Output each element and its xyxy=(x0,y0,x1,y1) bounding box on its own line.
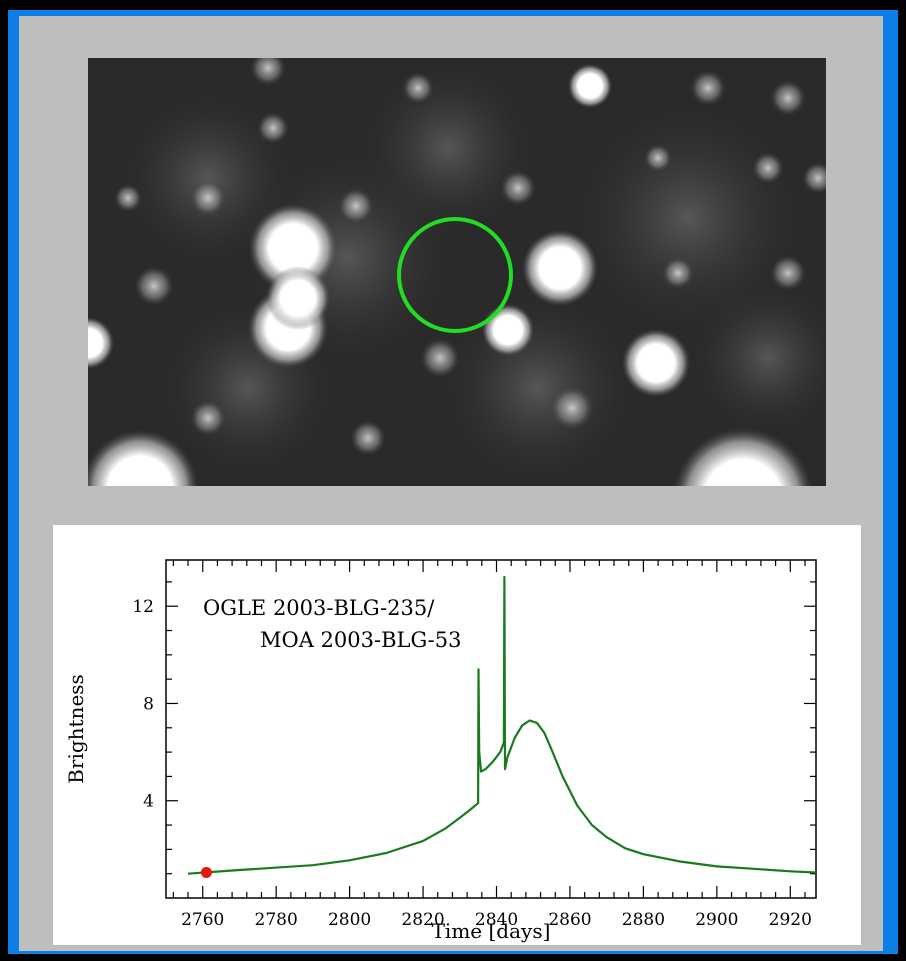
y-axis-label: Brightness xyxy=(64,674,88,784)
faint-star xyxy=(190,400,226,436)
x-tick-label: 2760 xyxy=(181,910,224,930)
background-haze xyxy=(568,98,808,338)
plot-frame xyxy=(165,559,817,899)
faint-star xyxy=(770,255,806,291)
faint-star xyxy=(338,188,374,224)
faint-star xyxy=(257,112,289,144)
target-circle xyxy=(397,217,513,333)
background-haze xyxy=(688,278,826,438)
faint-star xyxy=(190,180,226,216)
faint-star xyxy=(550,386,594,430)
bright-star xyxy=(266,266,330,330)
light-curve-chart: 2760 2780 2800 2820 2840 2860 2880 2900 2920 4 8 12… xyxy=(53,525,861,945)
x-tick-label: 2780 xyxy=(255,910,298,930)
bright-star xyxy=(522,230,598,306)
bright-star xyxy=(88,317,114,369)
faint-star xyxy=(350,420,386,456)
faint-star xyxy=(402,72,434,104)
x-tick-label: 2860 xyxy=(548,910,591,930)
faint-star xyxy=(500,170,536,206)
chart-title-line-2: MOA 2003-BLG-53 xyxy=(260,628,461,652)
current-position-marker xyxy=(200,866,212,878)
chart-title-line-1: OGLE 2003-BLG-235/ xyxy=(203,596,435,620)
x-tick-label: 2820 xyxy=(401,910,444,930)
starfield-image xyxy=(88,58,826,486)
bright-star xyxy=(568,64,612,108)
y-tick-label: 8 xyxy=(143,694,154,714)
background-haze xyxy=(438,288,638,486)
faint-star xyxy=(114,184,142,212)
faint-star xyxy=(644,144,672,172)
faint-star xyxy=(662,257,694,289)
y-tick-label: 4 xyxy=(143,792,154,812)
light-curve-line xyxy=(187,575,817,875)
x-tick-label: 2840 xyxy=(475,910,518,930)
faint-star xyxy=(134,266,174,306)
bright-star xyxy=(622,329,690,397)
faint-star xyxy=(770,80,806,116)
bright-star xyxy=(674,428,812,486)
faint-star xyxy=(420,338,460,378)
bright-star xyxy=(88,430,198,486)
x-axis-label: Time [days] xyxy=(432,919,551,943)
y-tick-label: 12 xyxy=(132,597,154,617)
faint-star xyxy=(802,162,826,194)
bright-star xyxy=(249,204,337,292)
x-tick-label: 2800 xyxy=(328,910,371,930)
x-tick-label: 2880 xyxy=(622,910,665,930)
faint-star xyxy=(752,152,784,184)
faint-star xyxy=(250,58,286,86)
background-haze xyxy=(358,58,538,238)
x-tick-label: 2900 xyxy=(695,910,738,930)
faint-star xyxy=(690,70,726,106)
x-tick-label: 2920 xyxy=(769,910,812,930)
bright-star xyxy=(482,304,534,356)
